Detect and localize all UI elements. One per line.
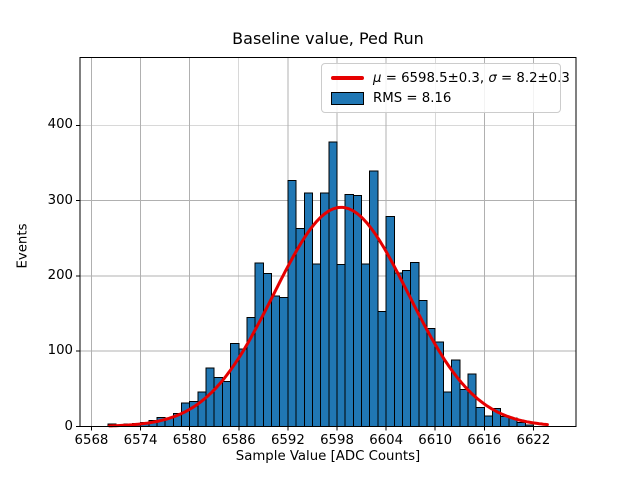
histogram-bar: [352, 194, 363, 427]
histogram-bar: [311, 263, 322, 427]
y-tick-label: 300: [47, 192, 73, 208]
histogram-bar: [459, 389, 469, 428]
histogram-bar: [385, 215, 395, 427]
fit-line-swatch: [331, 76, 364, 80]
histogram-bar: [336, 264, 346, 427]
rms-label: RMS = 8.16: [373, 90, 452, 106]
gaussian-fit-curve: [108, 205, 549, 428]
mu-value: = 6598.5±0.3,: [381, 70, 489, 86]
mu-symbol: μ: [373, 70, 382, 86]
histogram-bar: [500, 416, 510, 427]
x-axis-label: Sample Value [ADC Counts]: [235, 449, 421, 464]
histogram-bar: [230, 343, 240, 427]
axes-frame: [79, 57, 577, 427]
x-tick-label: 6616: [467, 433, 502, 448]
histogram-bar: [483, 415, 494, 427]
x-tick-label: 6574: [123, 433, 158, 448]
histogram-bar: [475, 407, 485, 428]
sigma-value: = 8.2±0.3: [496, 70, 570, 86]
y-tick-label: 0: [64, 418, 73, 434]
histogram-swatch: [331, 91, 364, 105]
histogram-bar: [328, 141, 338, 427]
legend-entry-fit: μ = 6598.5±0.3, σ = 8.2±0.3: [331, 68, 570, 88]
y-tick-label: 400: [47, 117, 73, 133]
fit-label: μ = 6598.5±0.3, σ = 8.2±0.3: [373, 71, 570, 86]
histogram-bar: [180, 402, 191, 428]
x-tick-label: 6592: [270, 433, 305, 448]
histogram-bar: [410, 261, 420, 427]
x-tick-label: 6622: [516, 433, 551, 448]
sigma-symbol: σ: [488, 70, 497, 86]
x-tick-label: 6580: [172, 433, 207, 448]
x-tick-label: 6598: [320, 433, 354, 448]
histogram-bar: [467, 373, 477, 428]
histogram-bar: [238, 348, 248, 427]
chart-title: Baseline value, Ped Run: [232, 29, 424, 48]
x-tick-label: 6586: [221, 433, 256, 448]
y-tick-label: 100: [47, 343, 73, 359]
histogram-bar: [295, 227, 305, 427]
histogram-bar: [361, 263, 371, 427]
histogram-bar: [377, 310, 387, 427]
histogram-bar: [442, 391, 453, 427]
y-tick-label: 200: [47, 267, 73, 283]
histogram-bar: [393, 272, 403, 427]
legend: μ = 6598.5±0.3, σ = 8.2±0.3 RMS = 8.16: [321, 63, 570, 113]
x-tick-label: 6610: [418, 433, 453, 448]
legend-entry-rms: RMS = 8.16: [331, 88, 552, 108]
histogram-bar: [287, 179, 297, 427]
x-tick-label: 6604: [369, 433, 404, 448]
histogram-bar: [369, 170, 379, 427]
histogram-bar: [262, 273, 273, 427]
histogram-bar: [279, 297, 289, 428]
histogram-bar: [254, 262, 264, 427]
histogram-bar: [320, 192, 330, 427]
histogram-bar: [271, 295, 281, 427]
histogram-bar: [344, 194, 354, 427]
y-axis-label: Events: [15, 223, 31, 269]
histogram-bar: [221, 380, 232, 428]
x-tick-label: 6568: [74, 433, 109, 448]
histogram-bar: [516, 422, 526, 428]
